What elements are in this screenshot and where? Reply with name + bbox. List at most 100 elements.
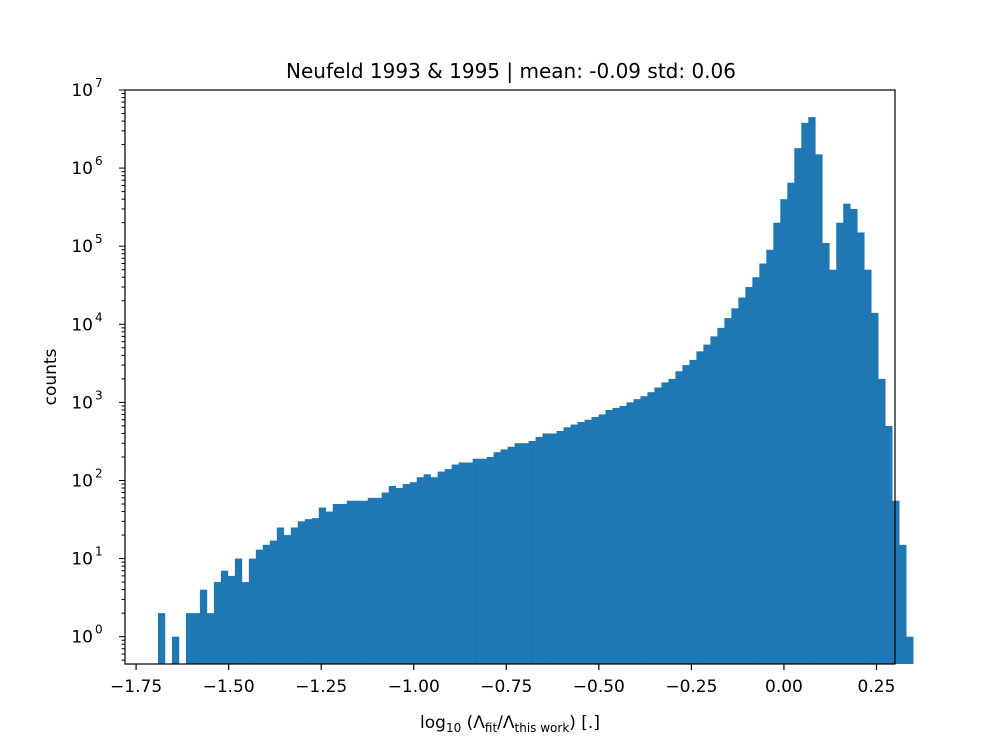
histogram-bar: [535, 437, 543, 664]
histogram-bar: [395, 488, 403, 664]
x-axis-ticks: −1.75 −1.50 −1.25 −1.00 −0.75 −0.50 −0.25 0.00 0…: [110, 664, 895, 697]
histogram-bar: [297, 521, 306, 664]
histogram-bar: [577, 422, 585, 664]
histogram-bar: [647, 392, 655, 664]
y-tick-label: 10: [71, 628, 93, 648]
histogram-bar: [556, 431, 564, 664]
x-tick-label: −1.25: [295, 677, 347, 697]
y-tick-label: 10: [71, 315, 93, 335]
histogram-bar: [612, 407, 620, 664]
y-tick-label: 10: [71, 237, 93, 257]
histogram-bar: [766, 249, 774, 664]
histogram-bar: [591, 416, 599, 664]
histogram-bar: [514, 443, 522, 664]
histogram-bar: [654, 387, 662, 664]
histogram-bar: [262, 544, 271, 664]
histogram-bar: [584, 419, 592, 664]
histogram-bar: [227, 575, 236, 664]
histogram-bar: [864, 269, 872, 664]
histogram-bar: [199, 589, 208, 664]
y-tick-label: 10: [71, 550, 93, 570]
histogram-bar: [318, 507, 327, 664]
y-tick-exponent: 5: [95, 232, 103, 246]
histogram-bar: [787, 182, 795, 664]
histogram-bar: [745, 287, 753, 664]
histogram-bar: [598, 414, 606, 664]
histogram-bar: [752, 277, 760, 664]
chart-title: Neufeld 1993 & 1995 | mean: -0.09 std: 0…: [286, 59, 736, 83]
y-tick-label: 10: [71, 471, 93, 491]
histogram-bar: [682, 365, 690, 664]
y-tick-label: 10: [71, 393, 93, 413]
histogram-bar: [192, 613, 201, 664]
histogram-bar: [570, 424, 578, 664]
histogram-bar: [416, 477, 424, 664]
histogram-bar: [381, 492, 390, 664]
histogram-bar: [360, 500, 369, 664]
histogram-bar: [451, 464, 459, 664]
histogram-bar: [675, 371, 683, 664]
histogram-bar: [269, 540, 278, 664]
histogram-bar: [332, 503, 341, 664]
histogram-bar: [619, 405, 627, 664]
histogram-bar: [563, 427, 571, 664]
histogram-bar: [892, 500, 900, 664]
histogram-bar: [304, 519, 313, 664]
histogram-bar: [479, 458, 487, 664]
histogram-bar: [472, 458, 480, 664]
histogram-bar: [486, 456, 494, 664]
histogram-bar: [311, 518, 320, 664]
histogram-bar: [430, 477, 438, 664]
histogram-bar: [696, 351, 704, 664]
histogram-bar: [500, 449, 508, 664]
histogram-bar: [605, 409, 613, 664]
histogram-bar: [367, 497, 376, 664]
histogram-bar: [633, 399, 641, 664]
histogram-bar: [661, 382, 669, 664]
histogram-bar: [829, 269, 837, 664]
x-tick-label: −0.25: [665, 677, 717, 697]
histogram-bar: [402, 484, 410, 664]
histogram-bar: [857, 232, 865, 664]
x-label-mid: /Λ: [497, 713, 515, 733]
x-tick-label: −1.75: [110, 677, 162, 697]
histogram-bar: [234, 558, 243, 664]
histogram-bar: [773, 222, 781, 664]
histogram-bar: [717, 327, 725, 664]
histogram-bar: [444, 469, 452, 664]
histogram-bar: [710, 336, 718, 664]
histogram-bar: [899, 544, 907, 664]
y-tick-exponent: 3: [95, 388, 103, 402]
histogram-bar: [437, 471, 445, 664]
histogram-bar: [822, 242, 830, 664]
histogram-bar: [724, 318, 732, 664]
histogram-bar: [458, 462, 466, 664]
plot-frame: [124, 89, 896, 665]
histogram-bar: [542, 433, 550, 664]
x-label-fit-sub: fit: [485, 721, 498, 735]
x-tick-label: −0.50: [573, 677, 625, 697]
histogram-bar: [409, 482, 417, 664]
x-label-thiswork-sub: this work: [515, 721, 570, 735]
histogram-bar: [759, 263, 767, 664]
histogram-bar: [339, 503, 348, 664]
histogram-bar: [731, 308, 739, 664]
histogram-bar: [703, 344, 711, 664]
histogram-bar: [493, 452, 501, 664]
x-label-log: log: [420, 713, 446, 733]
histogram-bar: [794, 148, 802, 664]
x-label-close: ) [.]: [569, 713, 600, 733]
histogram-bar: [423, 474, 431, 664]
x-axis-label: log10 (Λfit/Λthis work) [.]: [420, 713, 600, 735]
y-tick-exponent: 0: [95, 623, 103, 637]
y-tick-exponent: 7: [95, 76, 103, 90]
y-tick-exponent: 1: [95, 545, 103, 559]
histogram-bar: [220, 570, 229, 664]
y-tick-label: 10: [71, 81, 93, 101]
y-tick-exponent: 4: [95, 310, 103, 324]
histogram-bar: [185, 613, 194, 664]
histogram-bar: [248, 558, 257, 664]
histogram-bar: [290, 527, 299, 664]
x-tick-label: 0.00: [765, 677, 803, 697]
